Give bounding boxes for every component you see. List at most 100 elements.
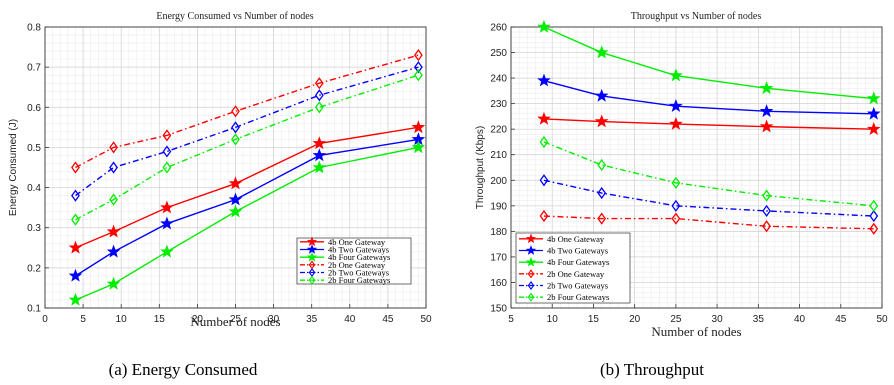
x-tick-label: 40 — [344, 314, 356, 325]
data-point — [869, 222, 879, 235]
x-tick-label: 30 — [268, 314, 280, 325]
legend-entry: 4b Four Gateways — [328, 252, 390, 262]
y-tick-label: 0.7 — [27, 63, 41, 74]
legend-marker — [306, 236, 318, 247]
data-point — [669, 99, 683, 112]
y-tick-label: 160 — [490, 278, 507, 289]
x-tick-label: 50 — [420, 314, 432, 325]
data-point — [314, 89, 324, 102]
data-point — [669, 68, 683, 82]
y-tick-label: 180 — [490, 227, 507, 238]
y-tick-label: 170 — [490, 252, 507, 263]
y-tick-label: 200 — [490, 176, 507, 187]
legend-entry: 4b Two Gateways — [547, 246, 608, 256]
data-point — [71, 161, 80, 174]
series-line — [75, 138, 419, 277]
legend-marker — [527, 269, 535, 279]
data-point — [537, 19, 551, 33]
data-point — [866, 91, 881, 105]
data-point — [411, 140, 426, 154]
legend-entry: 2b Four Gateways — [547, 292, 609, 302]
data-point — [869, 209, 879, 223]
data-point — [68, 292, 83, 306]
series-line — [75, 66, 419, 197]
x-tick-label: 35 — [753, 314, 765, 325]
data-point — [537, 111, 551, 125]
series-4b-one-gateway — [68, 120, 426, 254]
data-point — [413, 69, 423, 82]
series-4b-four-gateways — [68, 140, 426, 306]
data-point — [109, 193, 118, 206]
x-tick-label: 25 — [670, 314, 682, 325]
data-point — [537, 73, 551, 87]
data-point — [413, 48, 423, 62]
data-point — [106, 276, 121, 290]
x-tick-label: 45 — [382, 314, 394, 325]
legend-box — [515, 232, 631, 304]
data-point — [71, 213, 80, 226]
legend-marker — [525, 245, 537, 255]
x-axis-label: Number of nodes — [651, 324, 741, 339]
data-point — [109, 141, 118, 154]
data-point — [762, 204, 771, 218]
data-point — [671, 176, 681, 189]
figure-caption: (b) Throughput — [600, 360, 704, 379]
y-axis-label: Throughput (Kbps) — [475, 126, 486, 209]
data-point — [231, 133, 240, 146]
legend-entry: 2b Four Gateways — [328, 275, 390, 285]
x-tick-label: 10 — [547, 314, 559, 325]
series-2b-four-gateways — [539, 135, 879, 212]
data-point — [539, 135, 549, 149]
series-2b-one-gateway — [71, 48, 423, 174]
legend-entry: 2b One Gateway — [547, 269, 605, 279]
data-point — [162, 145, 172, 158]
y-tick-label: 150 — [490, 304, 507, 315]
series-line — [75, 54, 419, 169]
legend-entry: 4b One Gateway — [328, 237, 386, 247]
data-point — [68, 268, 83, 282]
x-tick-label: 30 — [712, 314, 724, 325]
x-axis-label: Number of nodes — [190, 314, 280, 329]
data-point — [231, 121, 240, 134]
chart-title: Throughput vs Number of nodes — [631, 11, 762, 22]
data-point — [866, 122, 881, 135]
data-point — [228, 176, 243, 190]
series-2b-two-gateways — [539, 174, 879, 223]
y-tick-label: 220 — [490, 125, 507, 136]
legend-entry: 2b Two Gateways — [547, 281, 608, 291]
y-tick-label: 230 — [490, 99, 507, 110]
data-point — [671, 199, 681, 212]
data-point — [594, 114, 609, 128]
data-point — [869, 199, 879, 212]
y-tick-label: 0.3 — [27, 223, 41, 234]
y-tick-label: 0.6 — [27, 103, 41, 114]
data-point — [68, 240, 83, 254]
data-point — [228, 192, 243, 206]
legend-marker — [306, 251, 318, 262]
data-point — [759, 104, 774, 118]
x-tick-label: 20 — [192, 314, 204, 325]
series-line — [543, 179, 874, 217]
legend-marker — [308, 275, 316, 285]
series-line — [543, 215, 874, 230]
x-tick-label: 15 — [588, 314, 600, 325]
data-point — [109, 161, 118, 174]
data-point — [162, 161, 172, 174]
y-tick-label: 0.8 — [27, 23, 41, 34]
data-point — [228, 204, 243, 218]
y-tick-label: 210 — [490, 150, 507, 161]
data-point — [762, 220, 771, 233]
legend-entry: 4b Four Gateways — [547, 257, 609, 267]
y-tick-label: 0.2 — [27, 263, 41, 274]
data-point — [671, 212, 681, 225]
series-2b-one-gateway — [539, 209, 879, 235]
plot-frame — [44, 26, 427, 309]
x-tick-label: 35 — [306, 314, 318, 325]
legend-entry: 4b One Gateway — [547, 234, 605, 244]
series-line — [543, 141, 874, 207]
x-tick-label: 0 — [42, 314, 48, 325]
data-point — [231, 105, 240, 118]
